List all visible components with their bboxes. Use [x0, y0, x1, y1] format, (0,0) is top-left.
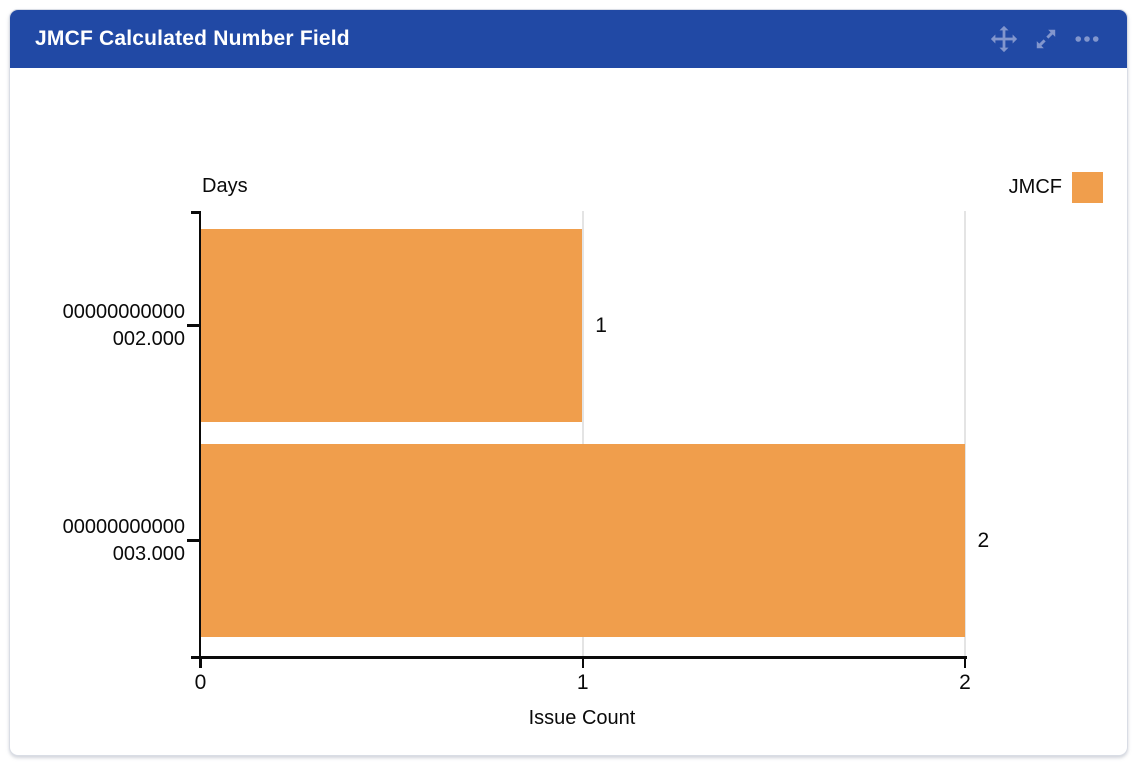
gadget-header: JMCF Calculated Number Field	[10, 10, 1127, 68]
y-axis-end-tick	[190, 211, 199, 214]
x-tick	[199, 658, 202, 668]
bar-value-label: 2	[977, 529, 990, 552]
gridline	[964, 211, 966, 656]
gadget-card: JMCF Calculated Number Field	[9, 9, 1128, 756]
x-tick-label: 2	[959, 671, 971, 694]
gadget-menu-button[interactable]	[1073, 25, 1101, 53]
category-label: 00000000000 002.000	[62, 300, 185, 350]
x-tick	[581, 658, 584, 668]
gadget-title: JMCF Calculated Number Field	[35, 27, 350, 50]
move-gadget-button[interactable]	[989, 24, 1019, 54]
x-axis-title: Issue Count	[528, 707, 636, 729]
gridline	[581, 211, 584, 656]
y-axis	[198, 211, 201, 659]
bar-value-label: 1	[595, 314, 607, 337]
move-icon	[989, 24, 1019, 54]
x-tick-label: 1	[576, 671, 589, 694]
category-label: 00000000000 003.000	[62, 515, 185, 565]
y-axis-title: Days	[202, 175, 248, 197]
legend: JMCF	[1009, 172, 1103, 203]
bar[interactable]	[201, 229, 583, 422]
bar-chart-plot-area: 1 2 00000000000 002.000 00000000000 003.000…	[10, 68, 1127, 755]
x-tick-label: 0	[194, 671, 207, 694]
diagonal-resize-icon	[1033, 26, 1059, 52]
x-axis	[190, 656, 967, 659]
category-tick	[187, 324, 199, 327]
legend-swatch	[1072, 172, 1103, 203]
expand-gadget-button[interactable]	[1033, 26, 1059, 52]
x-tick	[963, 658, 967, 668]
bar[interactable]	[201, 444, 965, 637]
ellipsis-icon	[1073, 25, 1101, 53]
category-tick	[187, 539, 199, 542]
legend-label: JMCF	[1008, 176, 1062, 198]
gadget-body: Days JMCF 1 2 00000000000 002.000 000000000…	[10, 68, 1127, 755]
